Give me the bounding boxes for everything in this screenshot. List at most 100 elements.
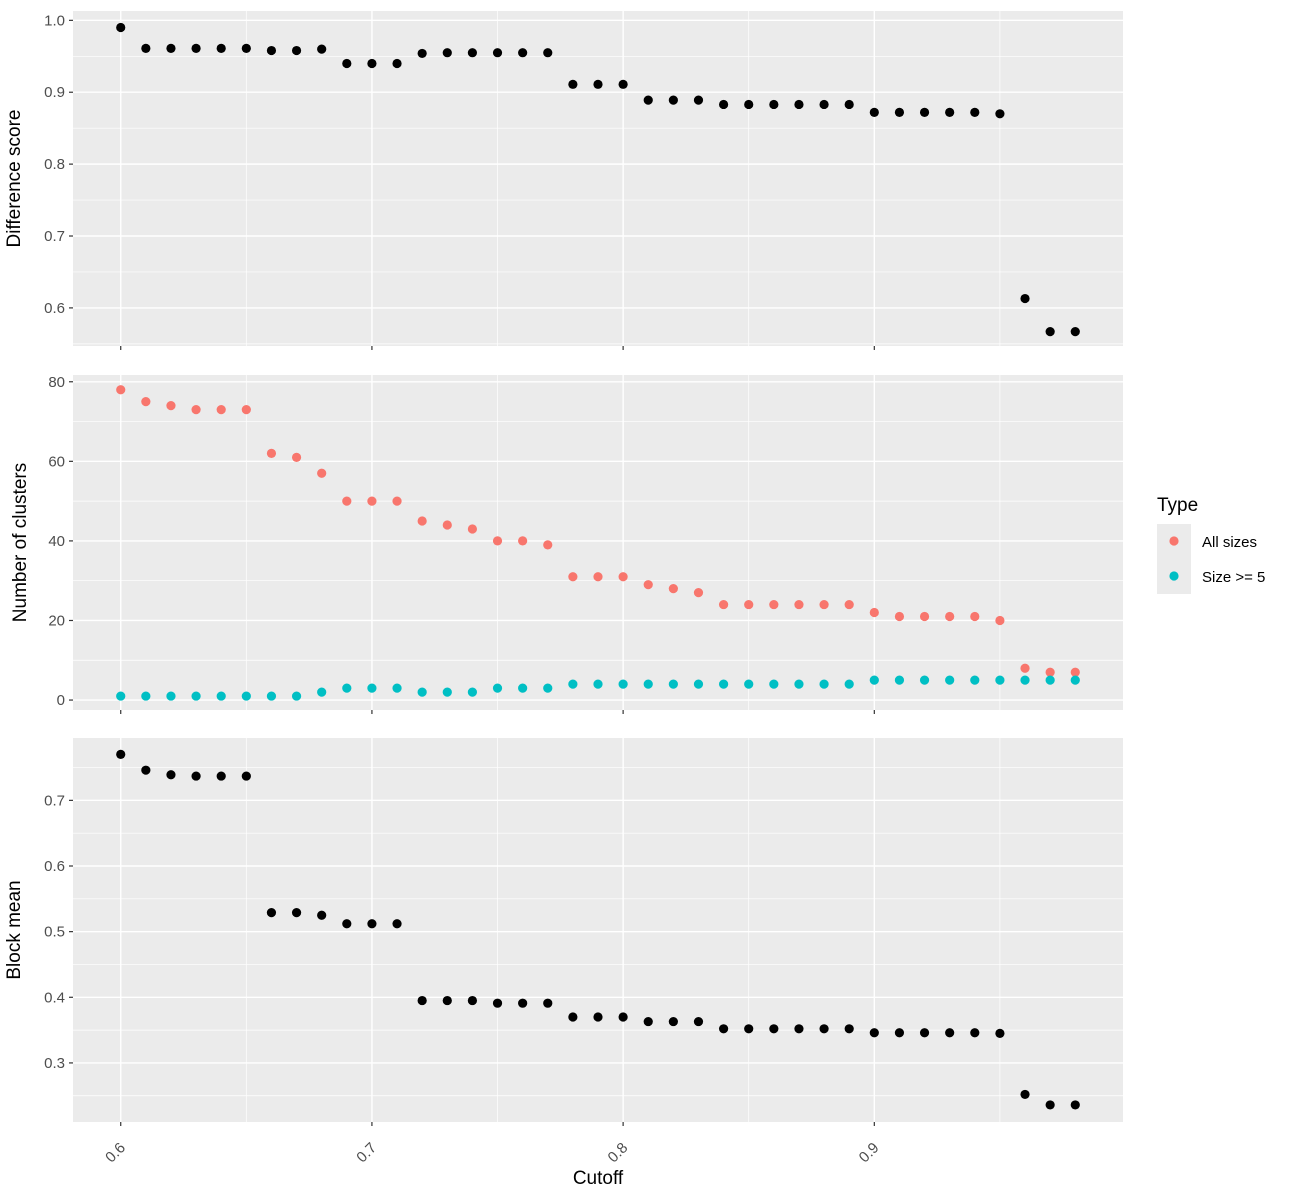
data-point xyxy=(693,1016,704,1027)
data-point xyxy=(291,45,302,56)
data-point xyxy=(216,43,226,53)
data-point xyxy=(291,908,302,918)
data-point xyxy=(1070,667,1080,677)
y-tick-label: 80 xyxy=(48,374,65,391)
y-axis-title: Difference score xyxy=(4,110,25,248)
data-point xyxy=(769,679,779,689)
data-point xyxy=(718,1024,729,1034)
data-point xyxy=(543,683,553,693)
data-point xyxy=(467,48,478,58)
data-point xyxy=(141,43,151,53)
data-point xyxy=(166,691,176,701)
data-point xyxy=(166,770,176,780)
data-point xyxy=(141,691,151,701)
data-point xyxy=(970,107,980,117)
x-axis-title: Cutoff xyxy=(573,1168,624,1189)
data-point xyxy=(945,1028,955,1038)
legend-key xyxy=(1169,536,1179,546)
data-point xyxy=(744,1024,754,1034)
data-point xyxy=(442,520,452,530)
data-point xyxy=(1070,675,1080,685)
data-point xyxy=(945,107,955,117)
data-point xyxy=(543,540,553,550)
x-tick-label: 0.9 xyxy=(856,1139,883,1166)
data-point xyxy=(819,99,829,110)
y-tick-label: 0.6 xyxy=(44,300,65,317)
y-tick-label: 0.7 xyxy=(44,228,65,245)
data-point xyxy=(266,448,277,458)
data-point xyxy=(718,599,729,610)
data-point xyxy=(1020,293,1030,304)
data-point xyxy=(618,679,628,689)
y-tick-label: 0 xyxy=(57,692,65,709)
panel-1: 0.6 0.7 0.8 0.9 1.0 Difference score xyxy=(4,11,1123,350)
data-point xyxy=(1020,1089,1030,1100)
data-point xyxy=(417,516,427,526)
data-point xyxy=(392,919,402,929)
series-points xyxy=(116,385,1080,677)
data-point xyxy=(844,599,854,610)
data-point xyxy=(367,496,377,506)
y-axis-title: Block mean xyxy=(4,880,25,979)
data-point xyxy=(317,468,327,478)
data-point xyxy=(844,99,854,110)
data-point xyxy=(668,679,678,689)
data-point xyxy=(794,679,804,689)
series-points xyxy=(116,675,1080,701)
data-point xyxy=(769,1024,779,1034)
data-point xyxy=(241,43,251,53)
data-point xyxy=(266,45,277,56)
data-point xyxy=(919,675,930,685)
data-point xyxy=(668,95,678,105)
data-point xyxy=(241,405,251,415)
data-point xyxy=(769,99,779,110)
data-point xyxy=(718,679,729,689)
data-point xyxy=(618,1012,628,1022)
y-tick-label: 0.3 xyxy=(44,1055,65,1072)
data-point xyxy=(593,79,603,89)
data-point xyxy=(442,48,452,58)
y-tick-label: 0.9 xyxy=(44,84,65,101)
data-point xyxy=(191,405,201,415)
data-point xyxy=(593,1012,603,1022)
data-point xyxy=(342,58,352,69)
data-point xyxy=(367,683,377,693)
data-point xyxy=(844,1024,854,1034)
panel-3: 0.3 0.4 0.5 0.6 0.7 Block mean 0.6 0.7 0.8 0.9 xyxy=(4,738,1123,1166)
data-point xyxy=(1070,327,1080,337)
data-point xyxy=(744,599,754,610)
data-point xyxy=(819,599,829,610)
data-point xyxy=(593,572,603,582)
data-point xyxy=(241,771,251,781)
data-point xyxy=(367,919,377,929)
data-point xyxy=(894,1028,905,1038)
data-point xyxy=(191,691,201,701)
legend-key-background xyxy=(1157,524,1191,594)
data-point xyxy=(442,687,452,697)
data-point xyxy=(643,679,653,689)
data-point xyxy=(518,48,528,58)
data-point xyxy=(241,691,251,701)
data-point xyxy=(492,683,503,693)
data-point xyxy=(568,679,578,689)
data-point xyxy=(894,611,905,622)
data-point xyxy=(618,79,628,89)
series-points xyxy=(116,22,1080,337)
data-point xyxy=(693,588,704,598)
data-point xyxy=(995,615,1005,626)
y-tick-label: 0.7 xyxy=(44,792,65,809)
data-point xyxy=(467,995,478,1006)
data-point xyxy=(744,99,754,110)
y-axis-title: Number of clusters xyxy=(10,463,31,622)
data-point xyxy=(568,1012,578,1022)
legend: Type All sizes Size >= 5 xyxy=(1157,495,1265,594)
data-point xyxy=(618,572,628,582)
data-point xyxy=(693,679,704,689)
y-tick-label: 0.5 xyxy=(44,924,65,941)
data-point xyxy=(116,749,126,760)
panels-layer: 0.6 0.7 0.8 0.9 1.0 Difference score 0 20 40 60 80… xyxy=(4,11,1123,1166)
y-tick-label: 40 xyxy=(48,533,65,550)
data-point xyxy=(668,1016,678,1027)
x-tick-label: 0.6 xyxy=(102,1139,129,1166)
y-tick-label: 20 xyxy=(48,612,65,629)
